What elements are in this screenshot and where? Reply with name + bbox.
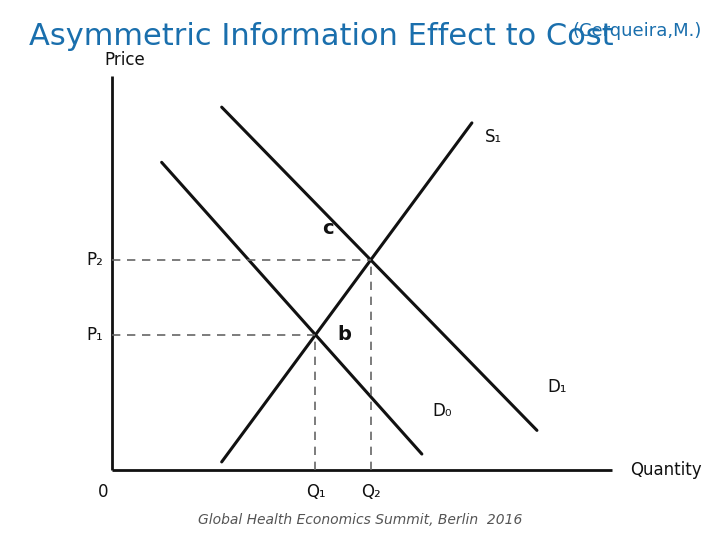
Text: P₂: P₂ [86, 251, 103, 269]
Text: Price: Price [104, 51, 145, 69]
Text: (Cerqueira,M.): (Cerqueira,M.) [572, 22, 702, 39]
Text: c: c [322, 219, 333, 238]
Text: D₀: D₀ [433, 402, 452, 420]
Text: D₁: D₁ [548, 378, 567, 396]
Text: b: b [337, 325, 351, 345]
Text: Q₁: Q₁ [306, 483, 325, 501]
Text: Global Health Economics Summit, Berlin  2016: Global Health Economics Summit, Berlin 2… [198, 512, 522, 526]
Text: S₁: S₁ [485, 129, 502, 146]
Text: Q₂: Q₂ [361, 483, 381, 501]
Text: 0: 0 [98, 483, 108, 501]
Text: Quantity: Quantity [630, 461, 701, 479]
Text: Asymmetric Information Effect to Cost: Asymmetric Information Effect to Cost [29, 22, 613, 51]
Text: P₁: P₁ [86, 326, 103, 344]
